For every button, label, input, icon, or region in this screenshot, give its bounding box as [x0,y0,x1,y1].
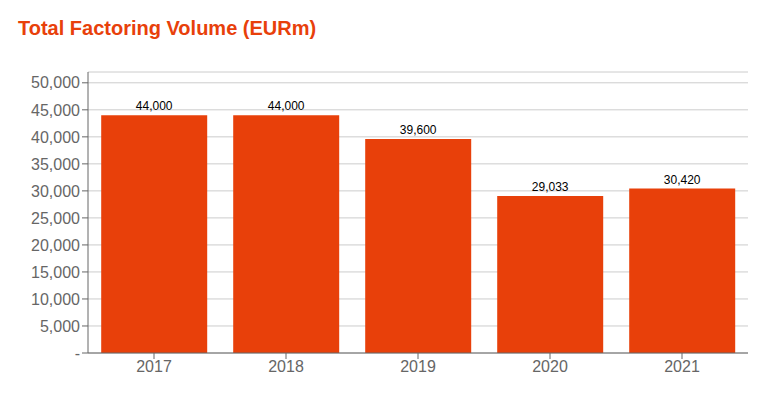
svg-text:44,000: 44,000 [268,99,305,113]
svg-text:30,420: 30,420 [664,173,701,187]
svg-text:30,000: 30,000 [31,183,80,200]
svg-text:50,000: 50,000 [31,74,80,91]
svg-text:2017: 2017 [136,358,172,375]
svg-text:44,000: 44,000 [136,99,173,113]
svg-text:39,600: 39,600 [400,123,437,137]
html-text:Total Factoring Volume (EURm): Total Factoring Volume (EURm) [18,17,317,39]
svg-text:2021: 2021 [664,358,700,375]
svg-text:35,000: 35,000 [31,156,80,173]
svg-text:-: - [75,345,80,362]
svg-text:15,000: 15,000 [31,264,80,281]
svg-text:2020: 2020 [532,358,568,375]
svg-text:10,000: 10,000 [31,291,80,308]
svg-text:5,000: 5,000 [40,318,80,335]
svg-text:40,000: 40,000 [31,129,80,146]
svg-text:25,000: 25,000 [31,210,80,227]
svg-text:2019: 2019 [400,358,436,375]
svg-text:20,000: 20,000 [31,237,80,254]
svg-text:29,033: 29,033 [532,180,569,194]
svg-text:2018: 2018 [268,358,304,375]
svg-text:45,000: 45,000 [31,102,80,119]
